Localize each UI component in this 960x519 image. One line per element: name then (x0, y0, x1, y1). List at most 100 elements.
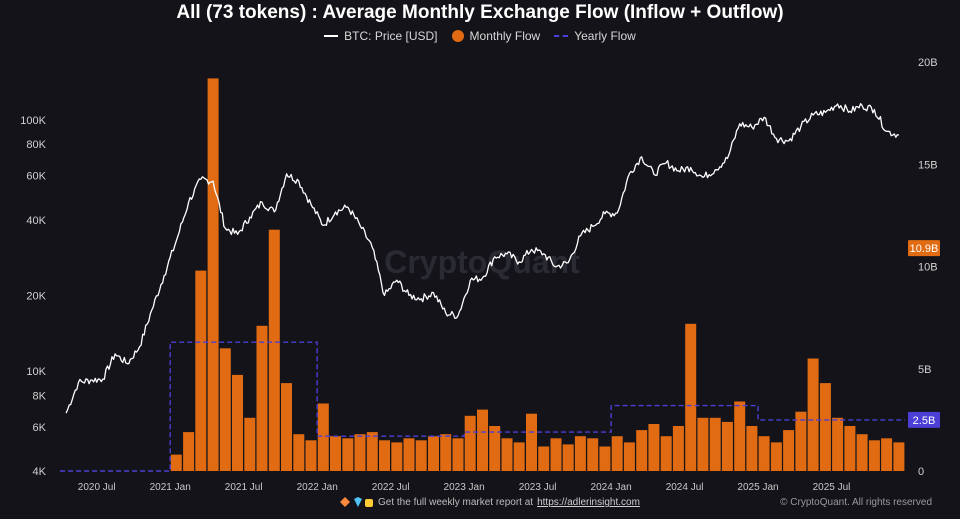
monthly-flow-bar-2024-09 (709, 417, 721, 471)
legend-item-monthly-flow[interactable]: Monthly Flow (451, 29, 541, 43)
legend-item-yearly-flow[interactable]: Yearly Flow (554, 29, 636, 43)
monthly-flow-bar-2025-02 (770, 442, 782, 471)
left-tick-20k: 20K (26, 290, 46, 302)
x-tick-2020-jul: 2020 Jul (78, 482, 116, 493)
footer-report: Get the full weekly market report at htt… (340, 497, 640, 508)
monthly-flow-bar-2024-11 (734, 401, 746, 471)
monthly-flow-bar-2023-09 (562, 444, 574, 471)
x-tick-2023-jul: 2023 Jul (519, 482, 557, 493)
monthly-flow-bar-2024-02 (623, 442, 635, 471)
chart-legend: BTC: Price [USD] Monthly Flow Yearly Flo… (0, 29, 960, 43)
monthly-flow-bar-2022-11 (440, 434, 452, 471)
monthly-flow-bar-2025-12 (893, 442, 905, 471)
left-tick-10k: 10K (26, 366, 46, 378)
monthly-flow-bar-2025-04 (795, 411, 807, 471)
monthly-flow-bar-2024-08 (697, 417, 709, 471)
left-tick-100k: 100K (20, 115, 46, 127)
gem-icon (354, 497, 362, 507)
monthly-flow-bar-2025-09 (856, 434, 868, 471)
monthly-flow-bar-2025-08 (844, 426, 856, 471)
monthly-flow-bar-2023-05 (513, 442, 525, 471)
x-tick-2024-jul: 2024 Jul (666, 482, 704, 493)
monthly-flow-bar-2021-09 (268, 229, 280, 471)
monthly-flow-bar-2021-12 (305, 440, 317, 471)
left-tick-60k: 60K (26, 171, 46, 183)
legend-swatch-price (324, 35, 339, 37)
monthly-flow-bar-2021-11 (293, 434, 305, 471)
monthly-flow-bar-2023-03 (489, 426, 501, 471)
left-tick-6k: 6K (33, 422, 47, 434)
monthly-flow-bar-2025-11 (881, 438, 893, 471)
monthly-flow-bar-2025-07 (832, 417, 844, 471)
footer-report-link[interactable]: https://adlerinsight.com (537, 497, 640, 508)
value-badges: 10.9B 2.5B (908, 240, 940, 428)
x-tick-2025-jul: 2025 Jul (813, 482, 851, 493)
footer-copyright: © CryptoQuant. All rights reserved (780, 497, 932, 508)
footer-report-text: Get the full weekly market report at (378, 497, 534, 508)
monthly-flow-bar-2022-01 (317, 403, 329, 471)
x-tick-2024-jan: 2024 Jan (591, 482, 632, 493)
yearly-flow-series (60, 341, 905, 472)
monthly-flow-bar-2022-08 (403, 438, 415, 471)
orange-diamond-icon (340, 497, 350, 507)
left-tick-80k: 80K (26, 139, 46, 151)
right-tick-20b: 20B (918, 57, 938, 69)
x-axis: 2020 Jul 2021 Jan 2021 Jul 2022 Jan 2022 Jul… (78, 482, 851, 493)
x-tick-2021-jul: 2021 Jul (225, 482, 263, 493)
chart-title: All (73 tokens) : Average Monthly Exchan… (176, 2, 784, 23)
monthly-flow-bar-2021-04 (207, 78, 219, 472)
monthly-flow-bar-2022-12 (452, 438, 464, 471)
monthly-flow-bar-2024-06 (672, 426, 684, 471)
monthly-flow-last-badge-bg (908, 240, 940, 257)
footer-emoji-icons (340, 497, 373, 507)
x-tick-2021-jan: 2021 Jan (150, 482, 191, 493)
x-tick-2022-jan: 2022 Jan (297, 482, 338, 493)
yearly-flow-last-badge-bg (908, 411, 940, 428)
raised-hands-icon (365, 499, 373, 507)
monthly-flow-bar-2021-02 (183, 432, 195, 471)
monthly-flow-bar-2024-03 (636, 430, 648, 471)
left-axis: 100K 80K 60K 40K 20K 10K 8K 6K 4K (20, 115, 46, 478)
x-tick-2025-jan: 2025 Jan (737, 482, 778, 493)
yearly-flow-line (60, 341, 905, 472)
monthly-flow-bar-2023-06 (526, 413, 537, 471)
monthly-flow-bar-2025-10 (868, 440, 880, 471)
monthly-flow-bar-2021-06 (232, 374, 243, 471)
monthly-flow-bar-2021-01 (170, 454, 182, 471)
monthly-flow-bar-2022-04 (354, 434, 366, 471)
yearly-flow-last-badge: 2.5B (913, 415, 936, 427)
monthly-flow-bar-2022-05 (366, 432, 378, 471)
monthly-flow-bar-2022-07 (391, 442, 403, 471)
monthly-flow-bar-2022-02 (330, 436, 341, 471)
monthly-flow-bar-2022-09 (415, 440, 427, 471)
monthly-flow-bar-2021-08 (256, 325, 268, 471)
x-tick-2022-jul: 2022 Jul (372, 482, 410, 493)
monthly-flow-bar-2023-02 (477, 409, 488, 471)
btc-price-series (65, 103, 900, 414)
monthly-flow-bar-2022-10 (428, 436, 439, 471)
monthly-flow-bar-2024-05 (660, 436, 672, 471)
right-tick-0: 0 (918, 466, 924, 478)
monthly-flow-bar-2024-12 (746, 426, 758, 471)
legend-swatch-yearly-flow (554, 35, 569, 37)
legend-item-price[interactable]: BTC: Price [USD] (324, 29, 438, 43)
monthly-flow-bar-2024-01 (611, 436, 623, 471)
right-axis: 20B 15B 10B 5B 0 (918, 57, 938, 478)
left-tick-40k: 40K (26, 215, 46, 227)
monthly-flow-bar-2023-08 (550, 438, 562, 471)
right-tick-5b: 5B (918, 364, 931, 376)
monthly-flow-bar-2025-01 (758, 436, 770, 471)
left-tick-8k: 8K (33, 390, 47, 402)
monthly-flow-bar-2023-12 (599, 446, 611, 471)
monthly-flow-bar-2023-01 (464, 415, 476, 471)
x-tick-2023-jan: 2023 Jan (444, 482, 485, 493)
monthly-flow-bar-2024-10 (721, 421, 733, 471)
monthly-flow-bar-2024-07 (685, 323, 697, 471)
legend-label-monthly-flow: Monthly Flow (469, 29, 541, 43)
monthly-flow-bar-2023-07 (538, 446, 550, 471)
monthly-flow-bar-2023-11 (587, 438, 599, 471)
watermark: CryptoQuant (384, 244, 580, 280)
monthly-flow-bar-2025-03 (783, 430, 795, 471)
monthly-flow-bar-2021-10 (281, 383, 292, 471)
legend-label-yearly-flow: Yearly Flow (574, 29, 636, 43)
